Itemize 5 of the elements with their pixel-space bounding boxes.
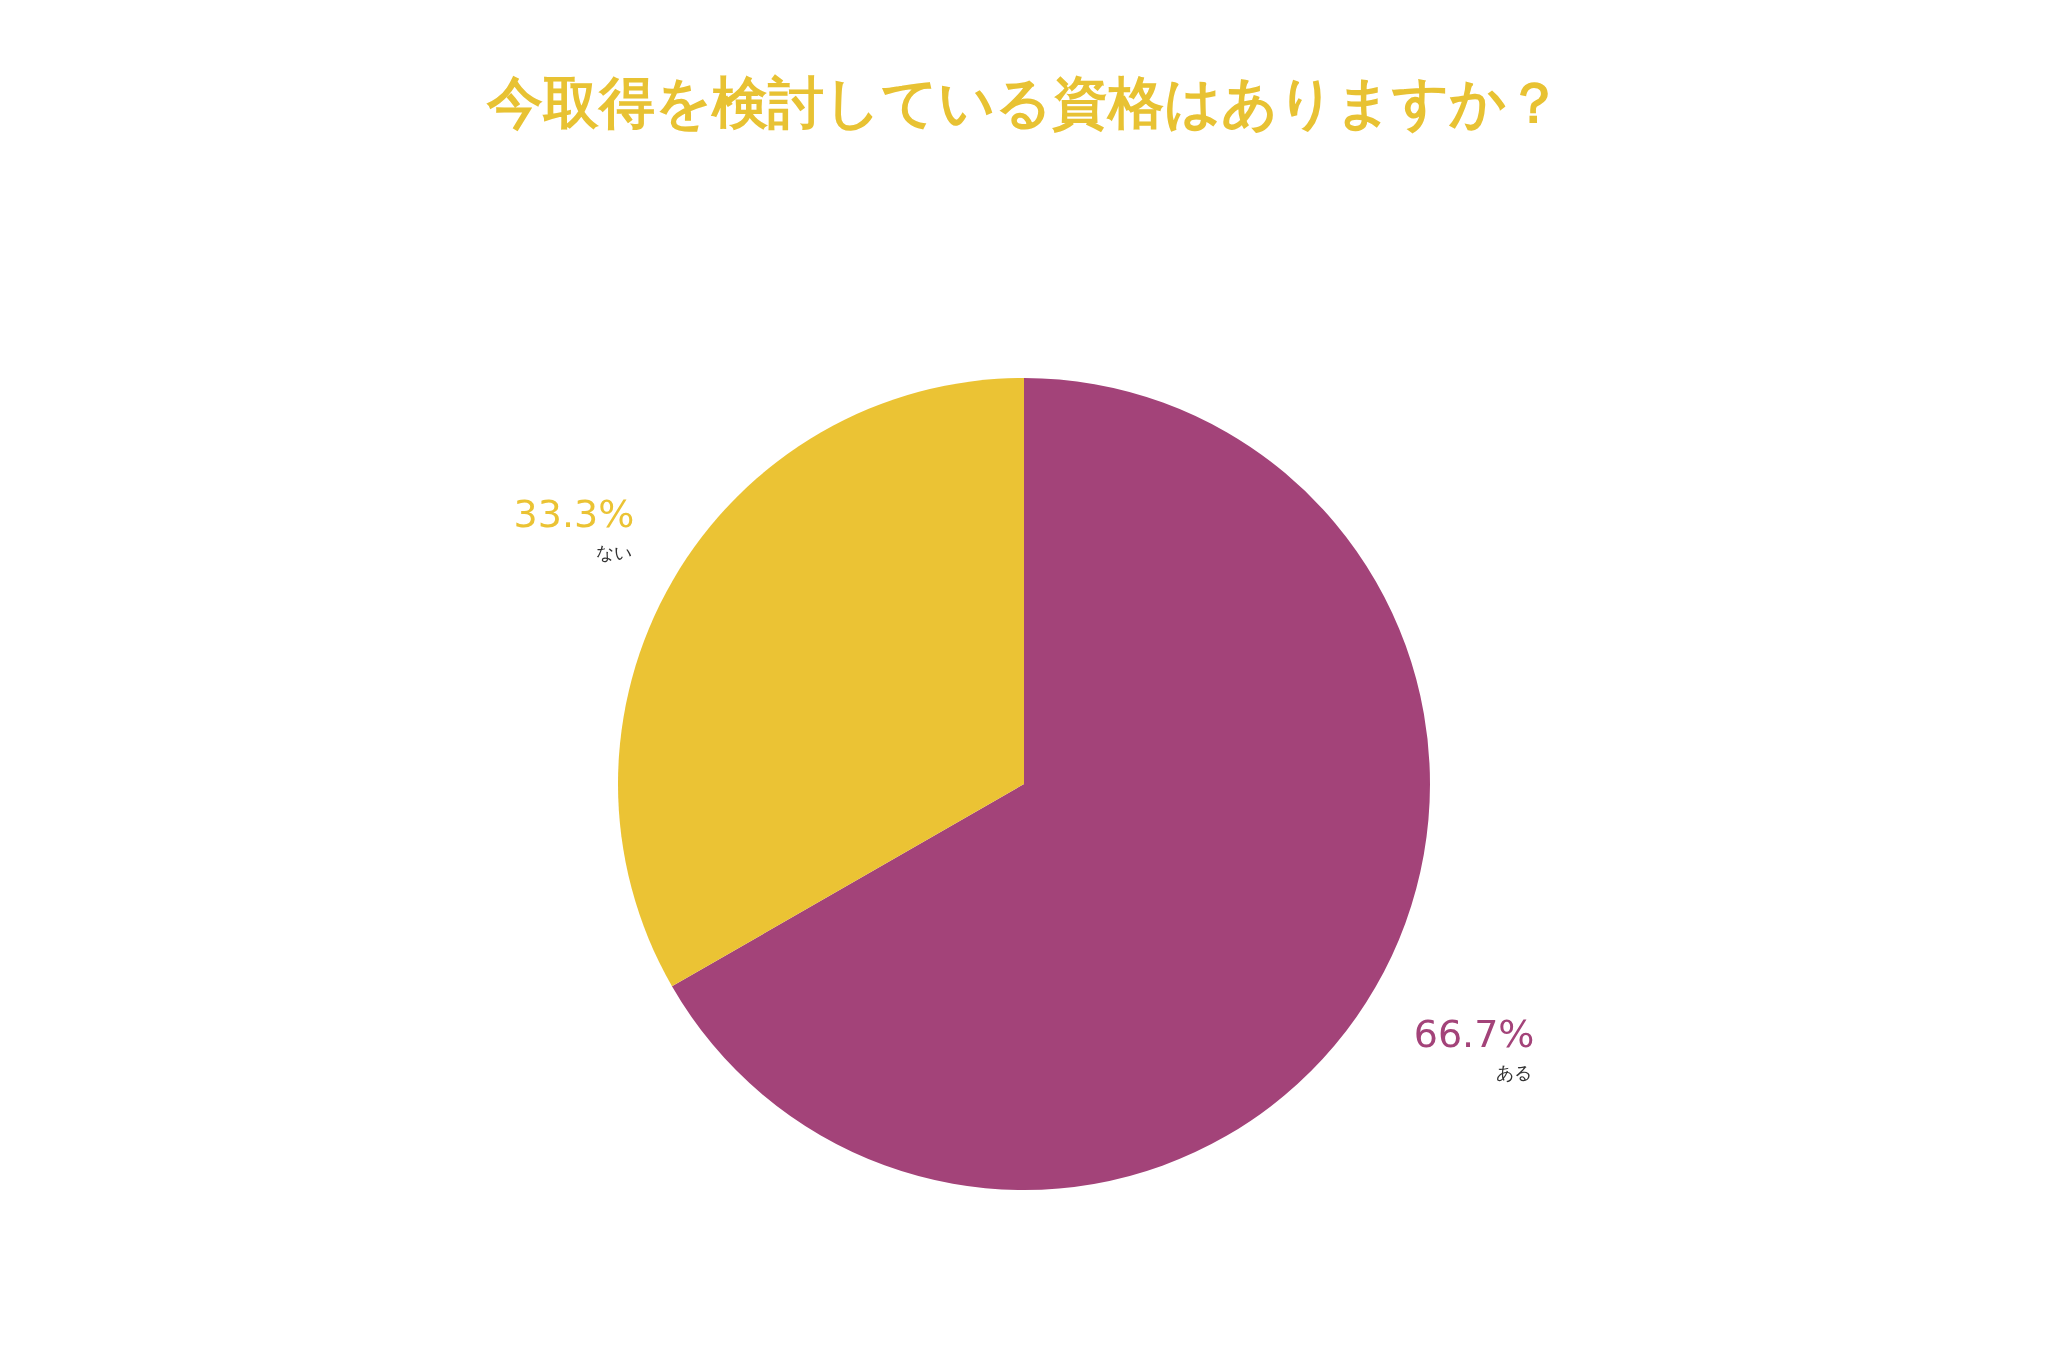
data-label: 66.7%	[1413, 1012, 1535, 1057]
slice-label: ない	[595, 541, 632, 563]
slice-label: ある	[1496, 1062, 1533, 1084]
data-label: 33.3%	[513, 491, 635, 536]
chart-title: 今取得を検討している資格はありますか？	[485, 70, 1562, 135]
